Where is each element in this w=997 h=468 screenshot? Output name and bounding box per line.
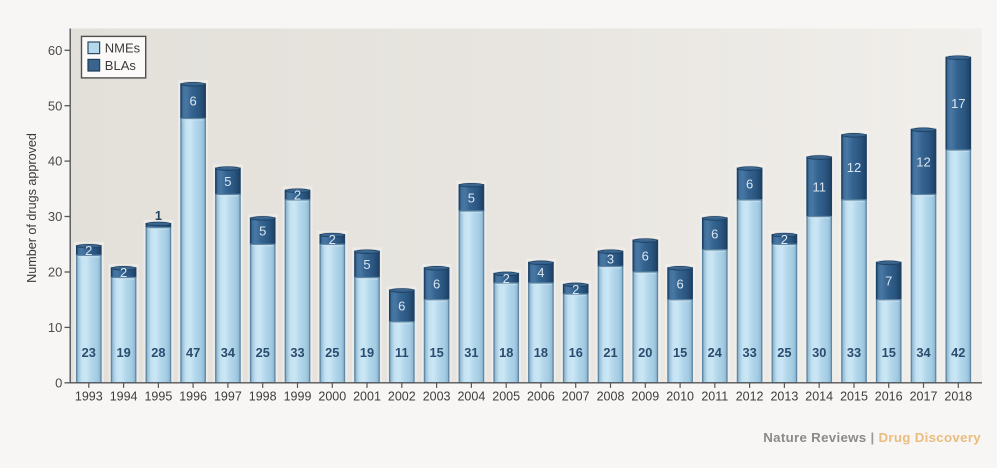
svg-text:21: 21 — [603, 345, 617, 360]
svg-text:11: 11 — [812, 179, 826, 194]
svg-text:6: 6 — [189, 94, 196, 109]
svg-text:1999: 1999 — [284, 390, 312, 404]
svg-text:19: 19 — [360, 345, 374, 360]
svg-text:2: 2 — [781, 232, 788, 247]
svg-text:NMEs: NMEs — [105, 40, 141, 55]
svg-text:2002: 2002 — [388, 390, 416, 404]
svg-text:2001: 2001 — [353, 390, 381, 404]
svg-text:11: 11 — [395, 345, 409, 360]
svg-text:12: 12 — [847, 160, 861, 175]
svg-text:25: 25 — [777, 345, 791, 360]
svg-text:31: 31 — [464, 345, 478, 360]
svg-text:10: 10 — [48, 320, 62, 335]
svg-text:2011: 2011 — [701, 390, 728, 404]
svg-text:25: 25 — [256, 345, 270, 360]
svg-text:2014: 2014 — [805, 390, 833, 404]
svg-text:2012: 2012 — [736, 390, 764, 404]
svg-text:3: 3 — [607, 251, 614, 266]
svg-text:7: 7 — [885, 274, 892, 289]
svg-text:24: 24 — [708, 345, 723, 360]
svg-text:6: 6 — [398, 299, 405, 314]
svg-text:25: 25 — [325, 345, 339, 360]
svg-text:42: 42 — [951, 345, 965, 360]
svg-text:1995: 1995 — [144, 390, 172, 404]
svg-text:12: 12 — [916, 154, 930, 169]
svg-text:BLAs: BLAs — [105, 58, 137, 73]
svg-text:1: 1 — [155, 208, 162, 223]
svg-text:6: 6 — [746, 177, 753, 192]
svg-text:60: 60 — [48, 43, 62, 58]
svg-text:23: 23 — [82, 345, 96, 360]
svg-text:2: 2 — [120, 265, 127, 280]
svg-text:20: 20 — [48, 265, 62, 280]
svg-text:34: 34 — [916, 345, 931, 360]
svg-text:2010: 2010 — [666, 390, 694, 404]
svg-text:1996: 1996 — [179, 390, 207, 404]
svg-text:18: 18 — [499, 345, 513, 360]
svg-text:1993: 1993 — [75, 390, 103, 404]
svg-text:2: 2 — [572, 282, 579, 297]
svg-text:5: 5 — [259, 224, 266, 239]
svg-text:6: 6 — [642, 249, 649, 264]
svg-text:30: 30 — [48, 209, 62, 224]
svg-text:0: 0 — [55, 375, 62, 390]
svg-text:30: 30 — [812, 345, 826, 360]
svg-text:15: 15 — [673, 345, 687, 360]
svg-text:15: 15 — [429, 345, 443, 360]
svg-text:2008: 2008 — [597, 390, 625, 404]
svg-text:50: 50 — [48, 98, 62, 113]
svg-text:1997: 1997 — [214, 390, 242, 404]
svg-text:2016: 2016 — [875, 390, 903, 404]
svg-text:40: 40 — [48, 154, 62, 169]
svg-text:2005: 2005 — [492, 390, 520, 404]
svg-text:2018: 2018 — [944, 390, 972, 404]
svg-text:Number of drugs approved: Number of drugs approved — [25, 133, 39, 283]
svg-text:2007: 2007 — [562, 390, 590, 404]
svg-text:2: 2 — [85, 243, 92, 258]
svg-text:47: 47 — [186, 345, 200, 360]
svg-text:5: 5 — [468, 190, 475, 205]
svg-text:33: 33 — [290, 345, 304, 360]
svg-text:19: 19 — [116, 345, 130, 360]
svg-text:2: 2 — [329, 232, 336, 247]
svg-text:2003: 2003 — [423, 390, 451, 404]
svg-text:33: 33 — [847, 345, 861, 360]
svg-text:34: 34 — [221, 345, 236, 360]
svg-text:1998: 1998 — [249, 390, 277, 404]
svg-text:2017: 2017 — [910, 390, 938, 404]
svg-text:4: 4 — [537, 265, 544, 280]
svg-text:17: 17 — [951, 96, 965, 111]
svg-text:5: 5 — [224, 174, 231, 189]
svg-text:28: 28 — [151, 345, 165, 360]
svg-text:2015: 2015 — [840, 390, 868, 404]
svg-text:6: 6 — [433, 276, 440, 291]
svg-text:20: 20 — [638, 345, 652, 360]
svg-text:6: 6 — [711, 226, 718, 241]
svg-text:1994: 1994 — [110, 390, 138, 404]
svg-text:18: 18 — [534, 345, 548, 360]
svg-text:2: 2 — [503, 271, 510, 286]
svg-text:2009: 2009 — [631, 390, 659, 404]
svg-text:6: 6 — [676, 276, 683, 291]
svg-text:2: 2 — [294, 188, 301, 203]
svg-text:2006: 2006 — [527, 390, 555, 404]
svg-text:5: 5 — [363, 257, 370, 272]
svg-text:Nature Reviews | Drug Discover: Nature Reviews | Drug Discovery — [763, 430, 981, 445]
svg-text:15: 15 — [882, 345, 896, 360]
svg-text:2000: 2000 — [318, 390, 346, 404]
svg-text:16: 16 — [569, 345, 583, 360]
svg-text:2004: 2004 — [457, 390, 485, 404]
svg-text:33: 33 — [742, 345, 756, 360]
svg-text:2013: 2013 — [770, 390, 798, 404]
